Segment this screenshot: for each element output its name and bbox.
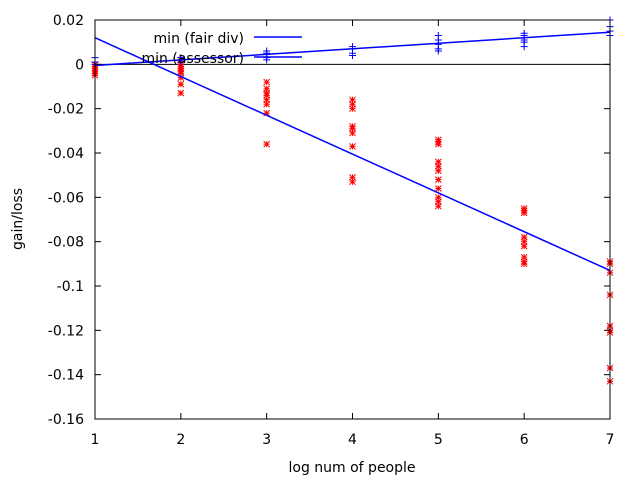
data-point xyxy=(177,69,185,77)
x-tick-label: 2 xyxy=(176,432,185,448)
y-tick-label: -0.1 xyxy=(57,279,84,295)
data-point xyxy=(434,158,442,166)
data-point xyxy=(349,129,356,137)
y-tick-label: -0.16 xyxy=(48,412,84,428)
legend-label-assessor: min (assessor) xyxy=(142,51,244,67)
data-point xyxy=(349,142,356,150)
legend-entry-fair-div: min (fair div) xyxy=(154,31,302,47)
y-tick-label: 0 xyxy=(75,57,84,73)
data-point xyxy=(520,242,528,250)
data-point xyxy=(520,253,528,261)
data-point xyxy=(263,92,271,99)
legend-entry-assessor: min (assessor) xyxy=(142,51,302,67)
x-tick-label: 1 xyxy=(91,432,100,448)
data-point xyxy=(349,51,356,59)
data-point xyxy=(520,233,528,241)
axis-ticks-layer: 1 2 3 4 5 6 7 0.02 0 -0.02 -0.04 -0.06 -0.08 -0.1 -0.1… xyxy=(48,13,615,448)
y-tick-label: -0.02 xyxy=(48,102,84,118)
data-point xyxy=(520,209,528,217)
data-point xyxy=(263,140,271,148)
data-point xyxy=(434,167,442,175)
series-0-points xyxy=(91,56,614,385)
series-0-fit-line xyxy=(94,37,611,272)
data-point xyxy=(434,185,442,192)
y-axis-label: gain/loss xyxy=(10,188,26,250)
data-point xyxy=(349,174,356,181)
data-point xyxy=(349,105,356,113)
data-point xyxy=(177,89,185,97)
data-point xyxy=(434,140,442,148)
data-point xyxy=(349,100,356,108)
x-tick-label: 7 xyxy=(606,432,615,448)
y-tick-label: -0.12 xyxy=(48,323,84,339)
fit-lines-layer xyxy=(94,31,611,272)
data-point xyxy=(434,162,442,170)
data-point xyxy=(177,74,185,81)
data-point xyxy=(434,198,442,206)
data-point xyxy=(434,47,442,55)
data-point xyxy=(520,260,528,268)
data-point xyxy=(349,96,356,104)
legend-label-fair-div: min (fair div) xyxy=(154,31,244,47)
x-tick-label: 5 xyxy=(434,432,443,448)
plot-frame xyxy=(94,19,611,420)
y-tick-label: -0.06 xyxy=(48,190,84,206)
x-tick-label: 4 xyxy=(348,432,357,448)
x-axis-label: log num of people xyxy=(288,460,415,476)
y-tick-label: 0.02 xyxy=(53,13,84,29)
data-point xyxy=(263,85,271,93)
data-point xyxy=(263,96,271,104)
legend: min (fair div) min (assessor) xyxy=(142,31,302,67)
data-point xyxy=(434,202,442,210)
data-point xyxy=(263,109,271,117)
data-point xyxy=(349,125,356,132)
y-tick-label: -0.04 xyxy=(48,146,84,162)
y-tick-label: -0.14 xyxy=(48,368,84,384)
data-point xyxy=(177,80,185,88)
data-point xyxy=(434,193,442,201)
data-point xyxy=(263,78,271,86)
data-point xyxy=(520,43,528,51)
data-point xyxy=(349,178,356,186)
x-tick-label: 6 xyxy=(520,432,529,448)
x-tick-label: 3 xyxy=(262,432,271,448)
data-point xyxy=(263,100,271,108)
series-1-fit-line xyxy=(94,31,611,67)
data-point xyxy=(434,176,442,183)
y-tick-label: -0.08 xyxy=(48,235,84,251)
data-point xyxy=(520,238,528,246)
